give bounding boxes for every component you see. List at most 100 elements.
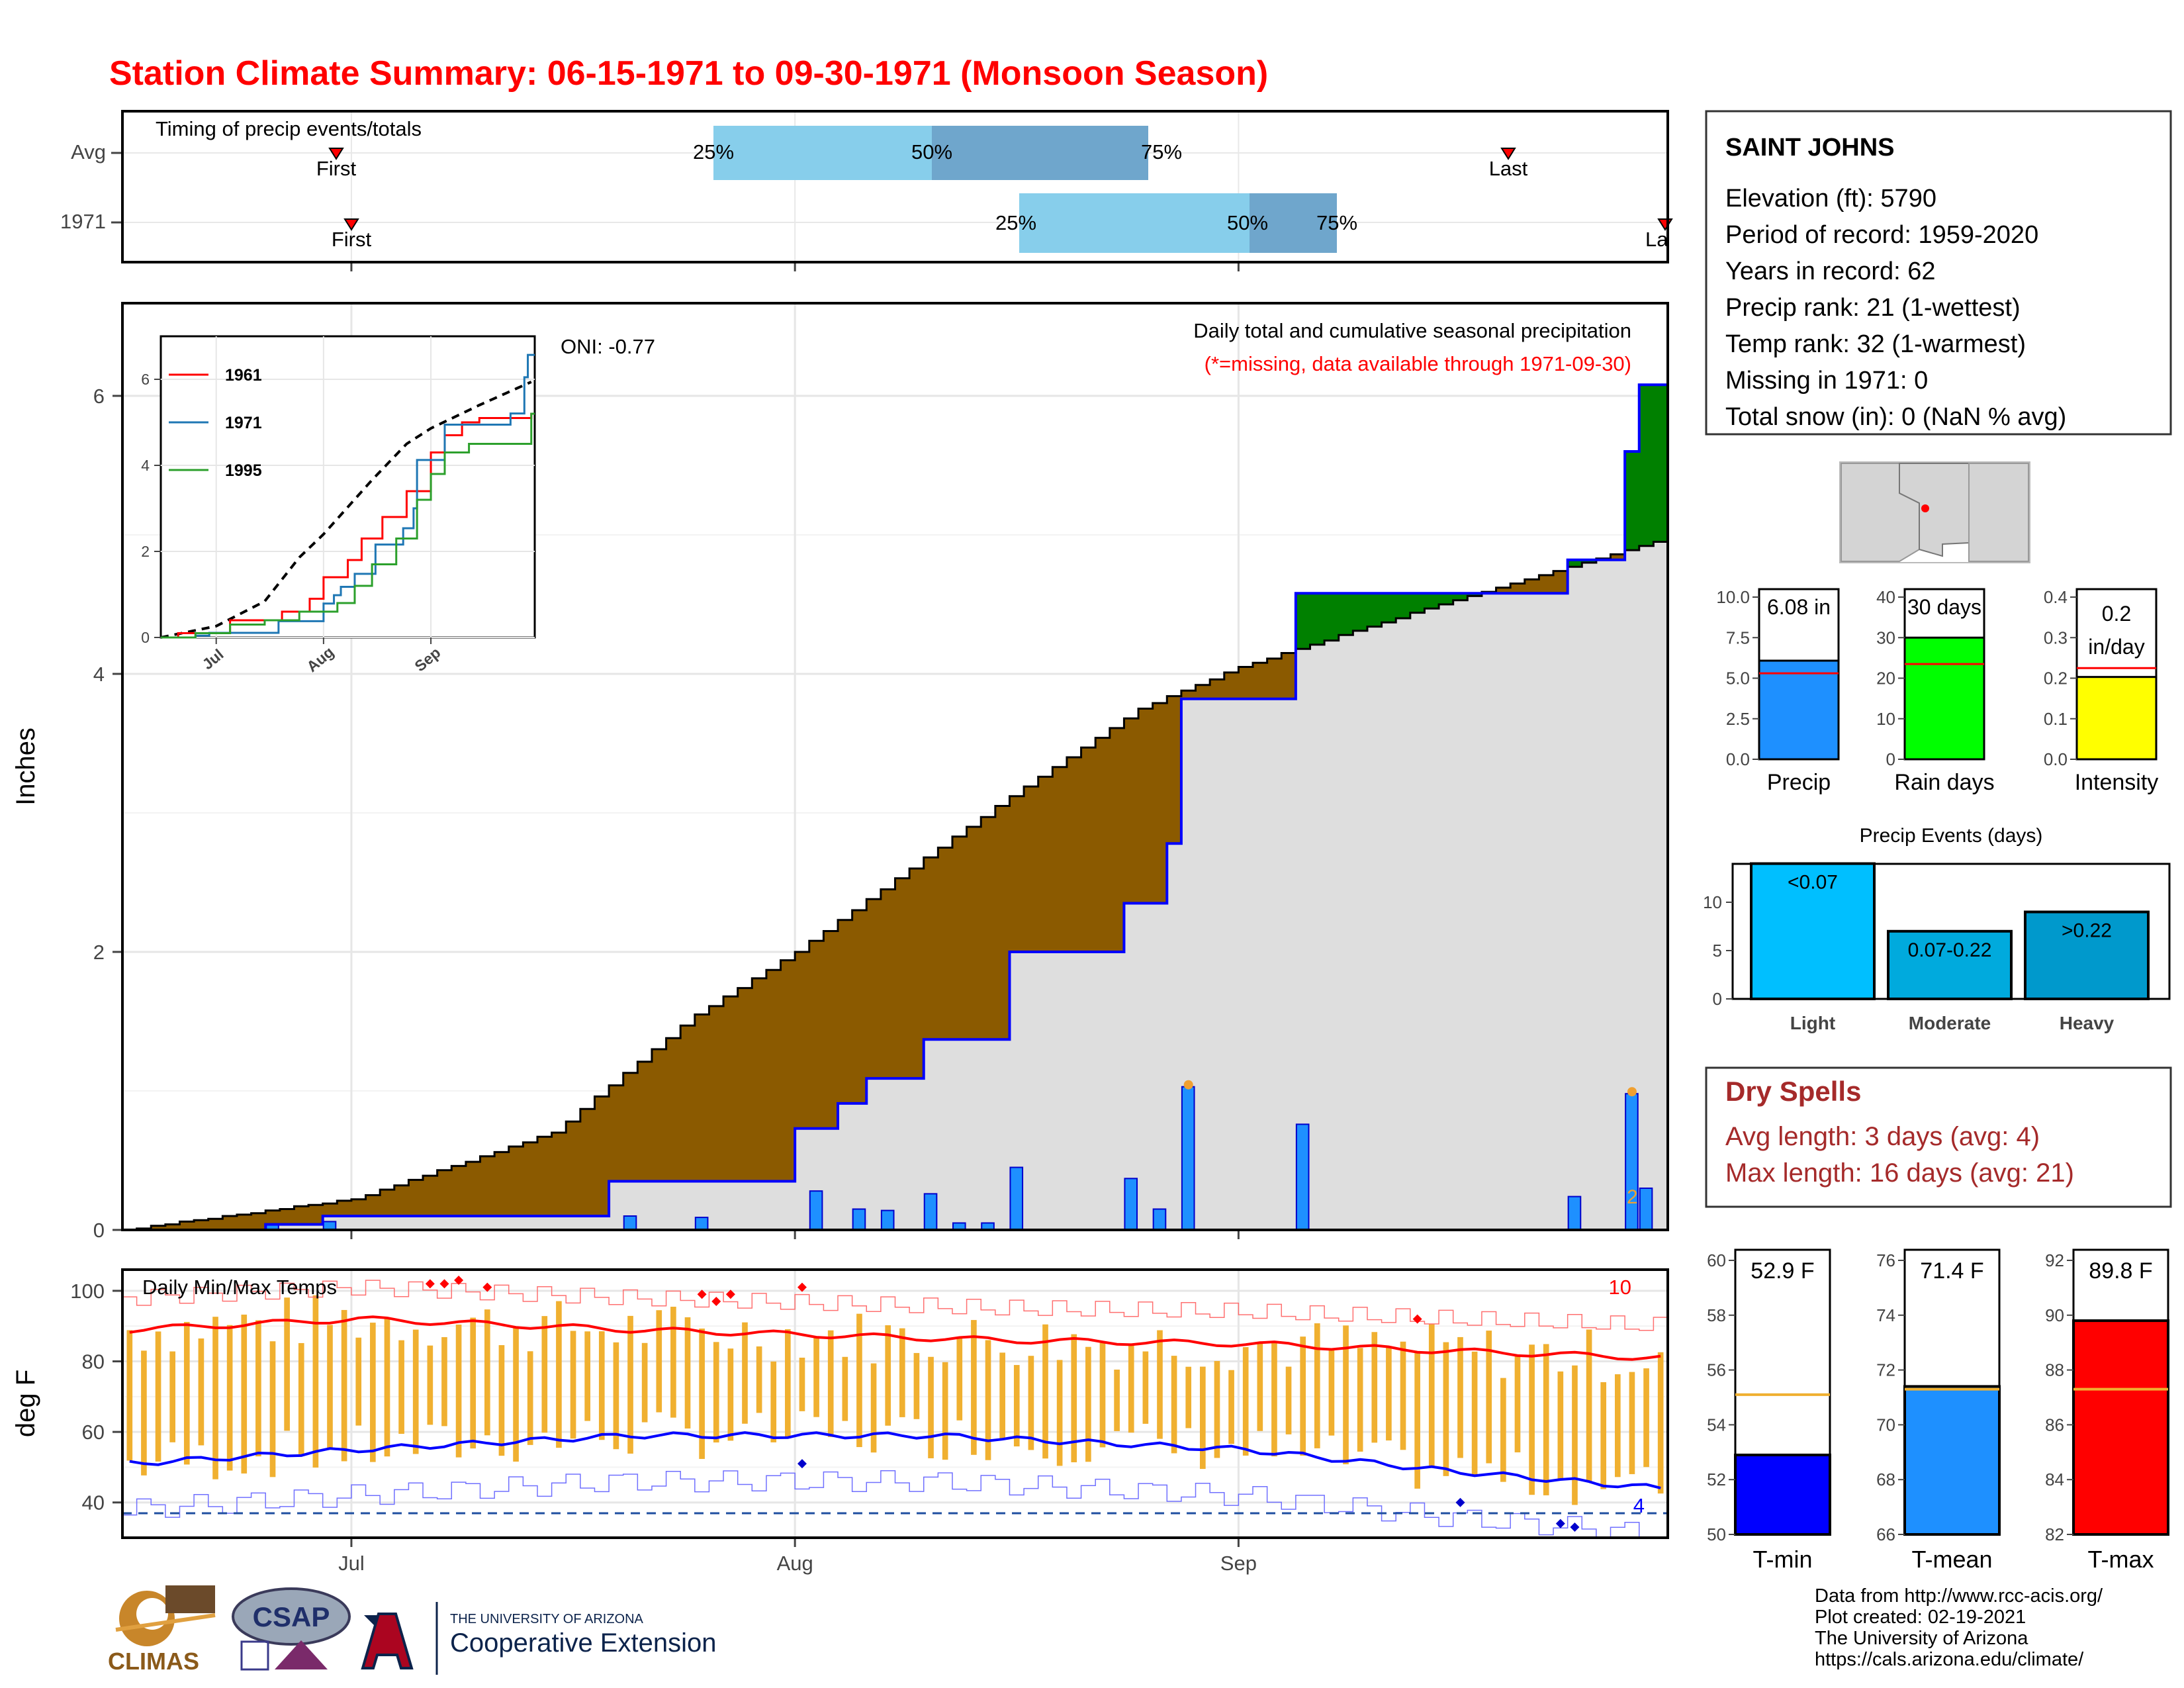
inset-frame bbox=[159, 335, 536, 639]
temp-bar bbox=[1557, 1371, 1564, 1479]
temp-bar bbox=[341, 1309, 347, 1462]
daily-precip-bar bbox=[322, 1221, 337, 1230]
temp-xtick-label: Aug bbox=[777, 1552, 813, 1575]
daily-precip-bar bbox=[880, 1209, 895, 1230]
tmin-ytick-label: 58 bbox=[1707, 1305, 1726, 1325]
tmean-ytick-label: 74 bbox=[1876, 1305, 1895, 1325]
record-high-marker bbox=[439, 1279, 449, 1289]
temp-bar bbox=[226, 1325, 233, 1471]
events-bar-label: >0.22 bbox=[2062, 920, 2112, 942]
temp-bar bbox=[198, 1338, 205, 1446]
temp-bar bbox=[1128, 1344, 1134, 1433]
tmean-ytick-label: 66 bbox=[1876, 1524, 1895, 1544]
temp-bar bbox=[1185, 1366, 1192, 1429]
temp-bar bbox=[1228, 1370, 1234, 1444]
precip-chart-subtitle: (*=missing, data available through 1971-… bbox=[1205, 352, 1631, 375]
tmean-value-label: 71.4 F bbox=[1920, 1258, 1983, 1284]
inset-ytick-label: 0 bbox=[141, 629, 150, 646]
tmin-label: T-min bbox=[1753, 1546, 1813, 1573]
temp-bar bbox=[1486, 1331, 1492, 1464]
1971-q50-label: 50% bbox=[1227, 211, 1268, 234]
station-years: Years in record: 62 bbox=[1725, 258, 1936, 285]
temp-bar bbox=[556, 1301, 562, 1448]
events-title: Precip Events (days) bbox=[1860, 825, 2043, 847]
temp-count-high: 10 bbox=[1609, 1276, 1631, 1299]
temp-bar bbox=[370, 1323, 376, 1462]
timing-row-avg-label: Avg bbox=[71, 140, 106, 164]
tmax-ytick-label: 92 bbox=[2045, 1250, 2064, 1270]
temp-bar bbox=[513, 1328, 519, 1462]
temp-bar bbox=[1615, 1374, 1621, 1477]
precip-ytick-label: 10.0 bbox=[1716, 587, 1750, 607]
record-high-marker bbox=[725, 1289, 735, 1299]
location-map bbox=[1839, 461, 2030, 563]
temp-bar bbox=[684, 1317, 691, 1429]
timing-label: Timing of precip events/totals bbox=[156, 117, 422, 140]
events-ytick-label: 5 bbox=[1713, 941, 1722, 961]
1971-q50-q75-box bbox=[1250, 193, 1337, 253]
tmax-label: T-max bbox=[2087, 1546, 2154, 1573]
record-high-marker bbox=[1412, 1314, 1422, 1324]
temp-bar bbox=[928, 1356, 934, 1458]
tmean-label: T-mean bbox=[1911, 1546, 1992, 1573]
temp-plot-area bbox=[122, 1270, 1668, 1538]
avg-q25-q50-box bbox=[713, 126, 932, 180]
daily-precip-bar bbox=[1625, 1093, 1639, 1230]
temp-bar bbox=[183, 1321, 190, 1465]
precip-ytick-label: 0 bbox=[93, 1219, 105, 1242]
avg-q25-label: 25% bbox=[693, 140, 734, 164]
temp-bar bbox=[699, 1329, 705, 1459]
raindays-ytick-label: 10 bbox=[1876, 709, 1895, 729]
raindays-ytick-label: 20 bbox=[1876, 669, 1895, 688]
temp-bar bbox=[255, 1320, 261, 1457]
temp-bar bbox=[1343, 1325, 1349, 1465]
temp-xtick-label: Jul bbox=[338, 1552, 365, 1575]
record-max-line bbox=[122, 1280, 1668, 1331]
temp-bar bbox=[527, 1351, 533, 1445]
temp-bar bbox=[498, 1345, 505, 1456]
daily-precip-bar bbox=[623, 1215, 637, 1230]
temp-bar bbox=[355, 1337, 362, 1426]
precip-bar bbox=[1758, 659, 1840, 761]
page-title: Station Climate Summary: 06-15-1971 to 0… bbox=[109, 54, 1268, 93]
footer: CLIMAS CSAP THE UNIVERSITY OF ARIZONA Co… bbox=[108, 1585, 2103, 1675]
temp-bar bbox=[1114, 1369, 1120, 1431]
tmean-ytick-label: 72 bbox=[1876, 1360, 1895, 1380]
temp-bar bbox=[298, 1342, 304, 1456]
temp-bar bbox=[913, 1352, 920, 1419]
daily-precip-bar bbox=[809, 1190, 823, 1230]
daily-precip-bar bbox=[923, 1193, 938, 1230]
temp-bar bbox=[1529, 1344, 1535, 1495]
record-high-marker bbox=[425, 1279, 435, 1289]
events-bar-moderate bbox=[1887, 929, 2013, 1001]
raindays-label: Rain days bbox=[1894, 770, 1994, 795]
intensity-ytick-label: 0.4 bbox=[2044, 587, 2068, 607]
raindays-ytick-label: 0 bbox=[1886, 749, 1895, 769]
raindays-value-label: 30 days bbox=[1907, 595, 1981, 619]
temp-bar bbox=[899, 1328, 905, 1417]
daily-precip-bar bbox=[1124, 1178, 1138, 1230]
record-low-marker bbox=[1555, 1519, 1565, 1528]
record-high-marker bbox=[697, 1289, 707, 1299]
station-name: SAINT JOHNS bbox=[1725, 134, 1894, 162]
temp-bar bbox=[885, 1325, 891, 1426]
precip-ytick-label: 5.0 bbox=[1726, 669, 1750, 688]
temp-xtick-label: Sep bbox=[1220, 1552, 1257, 1575]
temp-bar bbox=[742, 1322, 748, 1424]
temp-bar bbox=[155, 1331, 161, 1462]
intensity-value-label: 0.2 bbox=[2102, 602, 2131, 626]
record-high-marker bbox=[711, 1296, 721, 1306]
temp-bar bbox=[785, 1329, 791, 1438]
raindays-ytick-label: 30 bbox=[1876, 628, 1895, 647]
intensity-unit-label: in/day bbox=[2088, 635, 2144, 659]
footer-line-2: Plot created: 02-19-2021 bbox=[1815, 1607, 2026, 1628]
tmean-ytick-label: 70 bbox=[1876, 1415, 1895, 1434]
temp-bar bbox=[1371, 1332, 1378, 1443]
tmax-bar bbox=[2072, 1319, 2169, 1536]
tmin-ytick-label: 60 bbox=[1707, 1250, 1726, 1270]
cumulative-avg-line bbox=[122, 541, 1668, 1230]
temp-bar bbox=[770, 1361, 777, 1442]
temp-bar bbox=[427, 1345, 433, 1425]
